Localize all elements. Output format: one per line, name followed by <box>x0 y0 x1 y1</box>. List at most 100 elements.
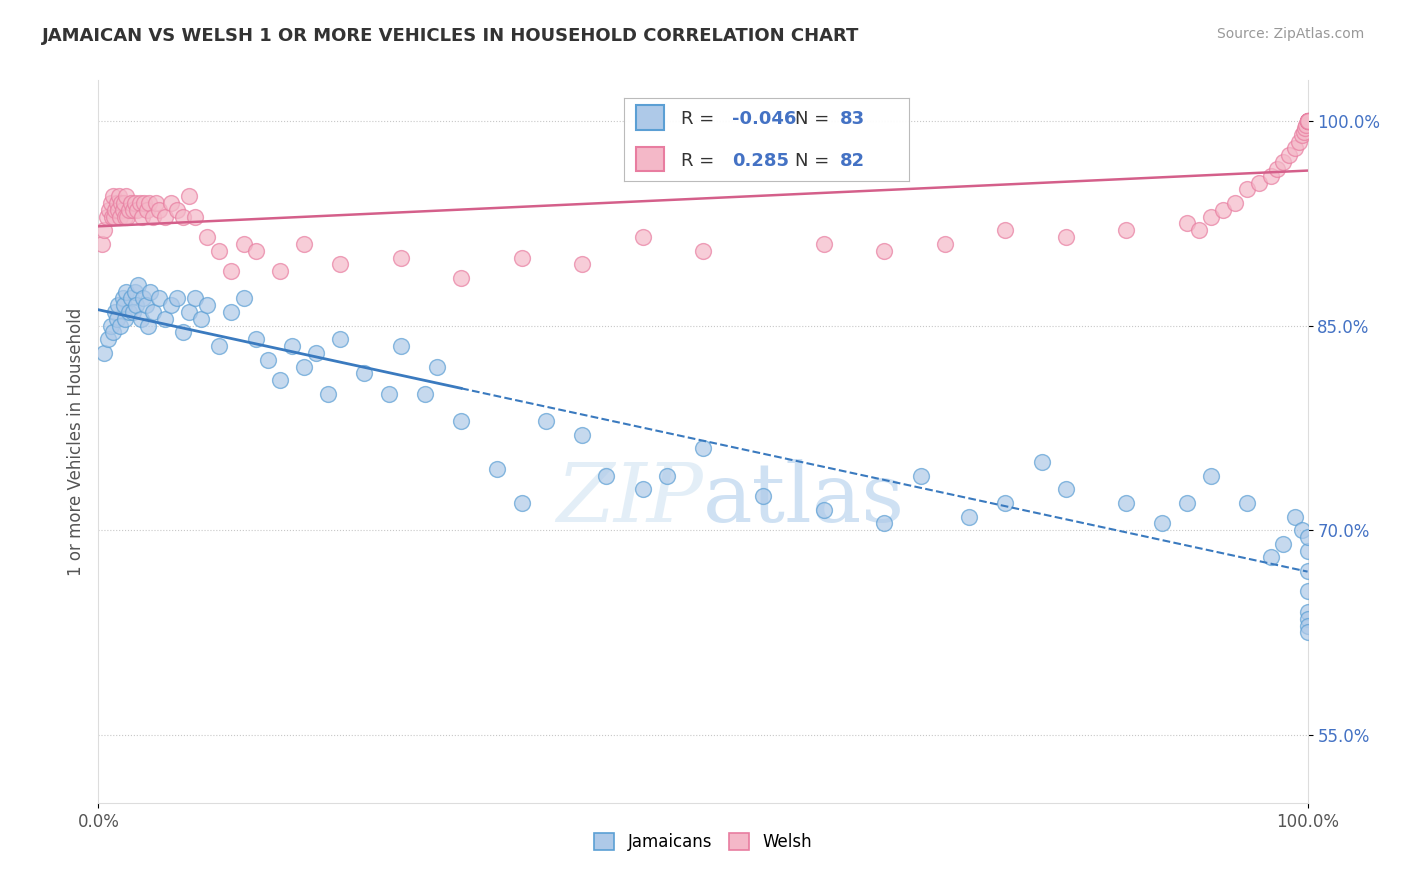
Point <box>127 202 149 217</box>
Point <box>115 285 138 299</box>
Point <box>135 298 157 312</box>
Point <box>631 482 654 496</box>
Point <box>1296 114 1319 128</box>
Point <box>111 202 134 217</box>
Point <box>148 202 170 217</box>
Point <box>534 414 557 428</box>
Point <box>1296 543 1319 558</box>
Point <box>129 311 152 326</box>
Point <box>184 210 207 224</box>
Point <box>269 264 291 278</box>
Point <box>110 196 132 211</box>
Text: atlas: atlas <box>703 459 905 540</box>
Point <box>111 292 134 306</box>
Point <box>389 339 412 353</box>
Point <box>221 264 243 278</box>
Point <box>245 332 267 346</box>
Point <box>1296 605 1319 619</box>
Point <box>128 196 150 211</box>
Point <box>142 305 165 319</box>
Point <box>132 292 155 306</box>
Point <box>256 352 278 367</box>
Point <box>195 298 218 312</box>
Point <box>1294 120 1316 135</box>
Point <box>112 298 135 312</box>
Point <box>353 367 375 381</box>
Point <box>124 285 146 299</box>
Point <box>305 346 328 360</box>
Point <box>172 326 194 340</box>
Point <box>125 298 148 312</box>
Point <box>100 318 122 333</box>
Point <box>910 468 932 483</box>
Point <box>1296 114 1319 128</box>
Point <box>93 223 115 237</box>
Point <box>98 202 121 217</box>
Text: JAMAICAN VS WELSH 1 OR MORE VEHICLES IN HOUSEHOLD CORRELATION CHART: JAMAICAN VS WELSH 1 OR MORE VEHICLES IN … <box>42 27 859 45</box>
Point <box>486 462 509 476</box>
Text: ZIP: ZIP <box>557 459 703 540</box>
Point <box>122 202 145 217</box>
Point <box>1188 223 1211 237</box>
Point <box>571 257 593 271</box>
Point <box>120 196 142 211</box>
Point <box>692 244 714 258</box>
Point <box>139 285 162 299</box>
Point <box>131 210 153 224</box>
Point <box>1115 496 1137 510</box>
Point <box>1296 114 1319 128</box>
Point <box>1284 509 1306 524</box>
Point <box>166 202 188 217</box>
Point <box>389 251 412 265</box>
Point <box>655 468 678 483</box>
Point <box>873 244 896 258</box>
Point <box>510 496 533 510</box>
Point <box>145 196 167 211</box>
Point <box>153 210 176 224</box>
Point <box>1260 169 1282 183</box>
Point <box>1296 618 1319 632</box>
Point <box>571 427 593 442</box>
Point <box>114 210 136 224</box>
Point <box>1296 114 1319 128</box>
Point <box>450 271 472 285</box>
Point <box>105 196 128 211</box>
Point <box>1272 155 1295 169</box>
Point <box>97 332 120 346</box>
Point <box>138 196 160 211</box>
Point <box>108 189 131 203</box>
Point <box>1249 176 1271 190</box>
Point <box>166 292 188 306</box>
Point <box>873 516 896 531</box>
Point <box>117 210 139 224</box>
Point <box>118 202 141 217</box>
Point <box>245 244 267 258</box>
Point <box>190 311 212 326</box>
Point <box>1115 223 1137 237</box>
Point <box>1296 584 1319 599</box>
Point <box>450 414 472 428</box>
Point <box>136 318 159 333</box>
Point <box>752 489 775 503</box>
Point <box>1284 141 1306 155</box>
Point <box>148 292 170 306</box>
Point <box>160 298 183 312</box>
Point <box>1236 182 1258 196</box>
Point <box>631 230 654 244</box>
Point <box>115 189 138 203</box>
Y-axis label: 1 or more Vehicles in Household: 1 or more Vehicles in Household <box>66 308 84 575</box>
Point <box>1031 455 1053 469</box>
Point <box>1175 496 1198 510</box>
Point <box>108 210 131 224</box>
Point <box>1296 530 1319 544</box>
Point <box>120 292 142 306</box>
Point <box>1267 161 1289 176</box>
Point <box>292 359 315 374</box>
Point <box>1236 496 1258 510</box>
Point <box>994 223 1017 237</box>
Point <box>118 305 141 319</box>
Point <box>1278 148 1301 162</box>
Point <box>510 251 533 265</box>
Point <box>413 387 436 401</box>
Point <box>1296 612 1319 626</box>
